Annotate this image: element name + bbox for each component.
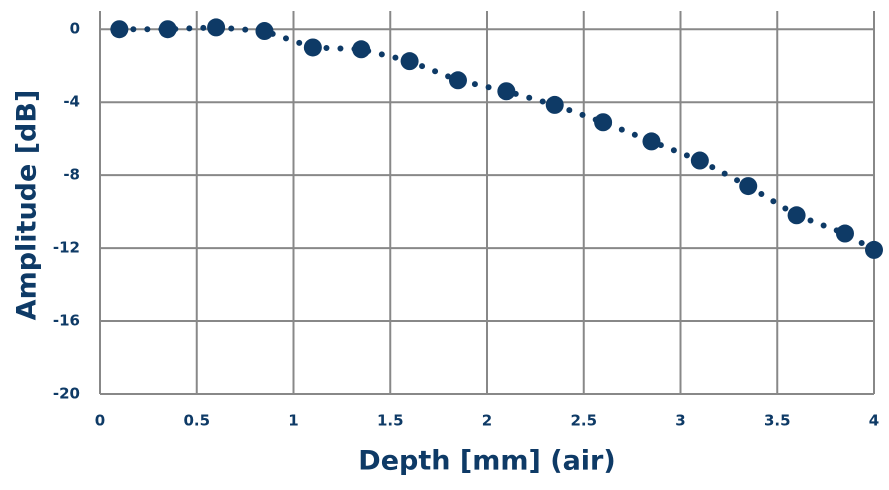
data-point [787,206,806,225]
data-point [497,82,516,101]
x-tick-label: 3.5 [764,412,791,430]
y-tick-label: -4 [63,93,80,111]
data-point [400,52,419,71]
y-axis-title: Amplitude [dB] [12,90,43,321]
y-tick-label: -16 [53,312,80,330]
x-tick-label: 4 [869,412,879,430]
trend-line [116,24,877,253]
y-tick-label: -8 [63,166,80,184]
data-point [303,38,322,57]
x-tick-label: 0 [95,412,105,430]
x-tick-label: 3 [675,412,685,430]
data-point [352,40,371,59]
x-tick-label: 0.5 [183,412,210,430]
x-tick-label: 1.5 [377,412,404,430]
data-point [865,240,883,259]
data-point [594,113,613,132]
x-tick-label: 2.5 [570,412,597,430]
y-tick-label: -12 [53,239,80,257]
y-tick-label: -20 [53,385,80,403]
data-point [739,177,758,196]
data-point [158,20,177,39]
x-axis-title: Depth [mm] (air) [358,446,615,477]
data-point [835,224,854,243]
data-point [448,71,467,90]
data-point [255,22,274,41]
data-point [690,151,709,170]
data-point [642,132,661,151]
data-point [110,20,129,39]
y-tick-label: 0 [70,20,80,38]
x-tick-label: 1 [288,412,298,430]
x-tick-label: 2 [482,412,492,430]
data-point [545,95,564,114]
data-point [207,18,226,37]
